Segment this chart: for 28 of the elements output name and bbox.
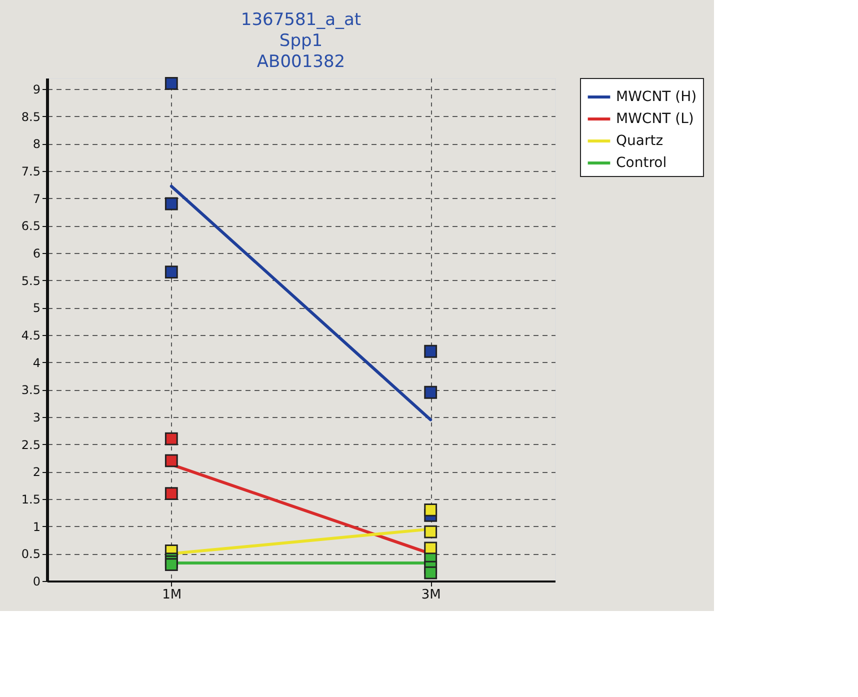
y-tick-label: 4.5 (21, 328, 40, 342)
y-tick-label: 2 (32, 465, 40, 480)
y-tick-label: 4 (32, 356, 40, 370)
y-tick-label: 1.5 (21, 492, 40, 506)
y-tick-label: 5.5 (21, 274, 40, 288)
y-tick-label: 5 (32, 301, 40, 316)
x-tick-label: 3M (421, 588, 441, 602)
y-tick-label: 7 (32, 192, 40, 206)
y-tick-label: 8 (32, 137, 40, 152)
legend-label: Quartz (616, 133, 664, 149)
text: AB001382 (256, 52, 346, 72)
legend-label: MWCNT (H) (616, 89, 697, 105)
y-tick-label: 6 (32, 246, 40, 260)
text: 1367581_a_at (240, 10, 362, 30)
text: Spp1 (279, 30, 323, 51)
y-tick-label: 3.5 (21, 383, 40, 398)
y-tick-label: 8.5 (21, 110, 40, 124)
y-tick-label: 1 (32, 520, 40, 534)
y-tick-label: 7.5 (21, 164, 40, 178)
y-tick-label: 6.5 (21, 219, 40, 234)
x-tick-label: 1M (162, 588, 182, 602)
y-tick-label: 0.5 (21, 547, 40, 562)
legend-label: Control (616, 155, 667, 171)
y-tick-label: 3 (32, 410, 40, 424)
legend-label: MWCNT (L) (616, 111, 694, 127)
y-tick-label: 9 (32, 82, 40, 96)
y-tick-label: 0 (32, 574, 40, 588)
y-tick-label: 2.5 (21, 438, 40, 452)
